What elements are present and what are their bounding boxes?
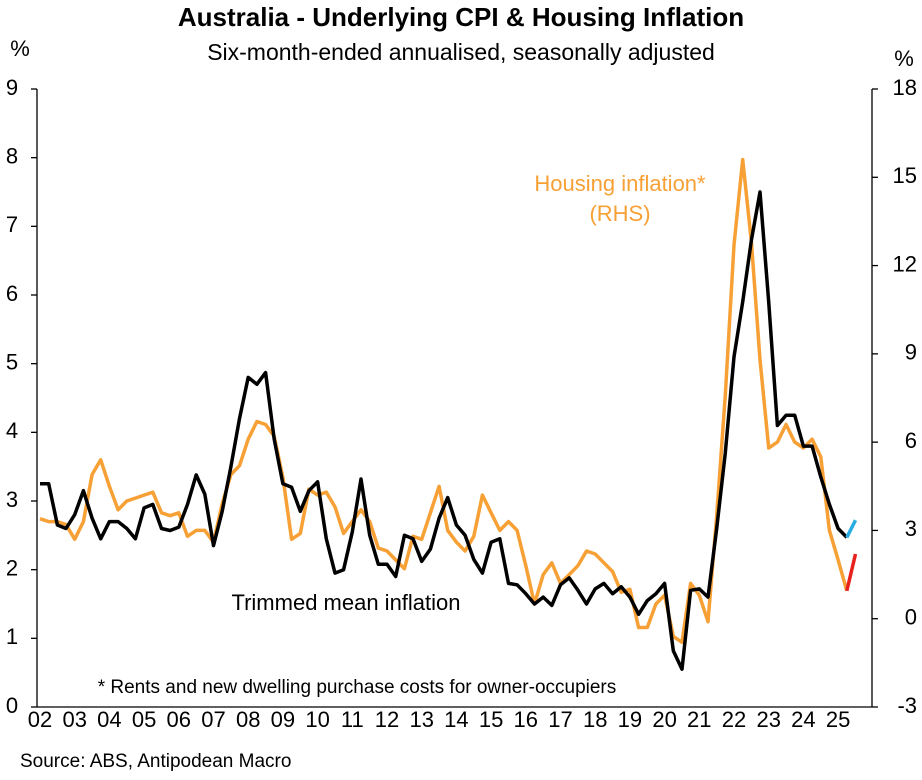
- x-tick-label: 08: [236, 707, 260, 732]
- y-tick-label: 5: [6, 349, 18, 374]
- series-line: [39, 157, 849, 645]
- y2-tick-label: 6: [905, 428, 917, 453]
- x-tick-label: 05: [132, 707, 156, 732]
- x-tick-label: 19: [618, 707, 642, 732]
- x-tick-label: 14: [444, 707, 468, 732]
- x-tick-label: 04: [97, 707, 121, 732]
- y2-axis-label: %: [894, 46, 914, 71]
- chart-subtitle: Six-month-ended annualised, seasonally a…: [207, 39, 715, 65]
- y2-tick-label: 12: [893, 251, 917, 276]
- y-tick-label: 4: [6, 418, 18, 443]
- x-tick-label: 11: [341, 707, 364, 732]
- x-tick-label: 07: [201, 707, 225, 732]
- y-tick-label: 6: [6, 281, 18, 306]
- x-tick-label: 21: [687, 707, 711, 732]
- x-tick-label: 18: [583, 707, 607, 732]
- x-tick-label: 06: [167, 707, 191, 732]
- x-tick-label: 12: [375, 707, 399, 732]
- series-line: [845, 553, 858, 592]
- y-tick-label: 7: [6, 212, 18, 237]
- x-tick-label: 02: [28, 707, 52, 732]
- chart-title: Australia - Underlying CPI & Housing Inf…: [178, 2, 744, 32]
- y-tick-label: 0: [6, 693, 18, 718]
- series-label: Trimmed mean inflation: [231, 590, 460, 615]
- annotation: (RHS): [589, 201, 650, 226]
- y2-tick-label: 18: [893, 75, 917, 100]
- y2-tick-label: 9: [905, 340, 917, 365]
- y-tick-label: 9: [6, 75, 18, 100]
- x-tick-label: 13: [409, 707, 433, 732]
- series-line: [40, 190, 849, 671]
- y-axis-label: %: [10, 36, 30, 61]
- x-tick-label: 25: [826, 707, 850, 732]
- y2-tick-label: -3: [897, 693, 917, 718]
- y2-tick-label: 0: [905, 605, 917, 630]
- series-label: Housing inflation*: [534, 171, 706, 196]
- y-tick-label: 2: [6, 555, 18, 580]
- y2-tick-label: 3: [905, 516, 917, 541]
- x-tick-label: 15: [479, 707, 503, 732]
- y2-tick-label: 15: [893, 163, 917, 188]
- y-tick-label: 1: [6, 624, 18, 649]
- source: Source: ABS, Antipodean Macro: [20, 751, 291, 772]
- x-tick-label: 09: [271, 707, 295, 732]
- y-tick-label: 3: [6, 487, 18, 512]
- series-line: [845, 519, 858, 539]
- y-tick-label: 8: [6, 143, 18, 168]
- x-tick-label: 24: [791, 707, 815, 732]
- x-tick-label: 16: [514, 707, 538, 732]
- x-tick-label: 22: [722, 707, 746, 732]
- x-tick-label: 23: [756, 707, 780, 732]
- x-tick-label: 17: [548, 707, 572, 732]
- x-tick-label: 20: [652, 707, 676, 732]
- x-tick-label: 03: [62, 707, 86, 732]
- x-tick-label: 10: [305, 707, 329, 732]
- footnote: * Rents and new dwelling purchase costs …: [98, 677, 617, 698]
